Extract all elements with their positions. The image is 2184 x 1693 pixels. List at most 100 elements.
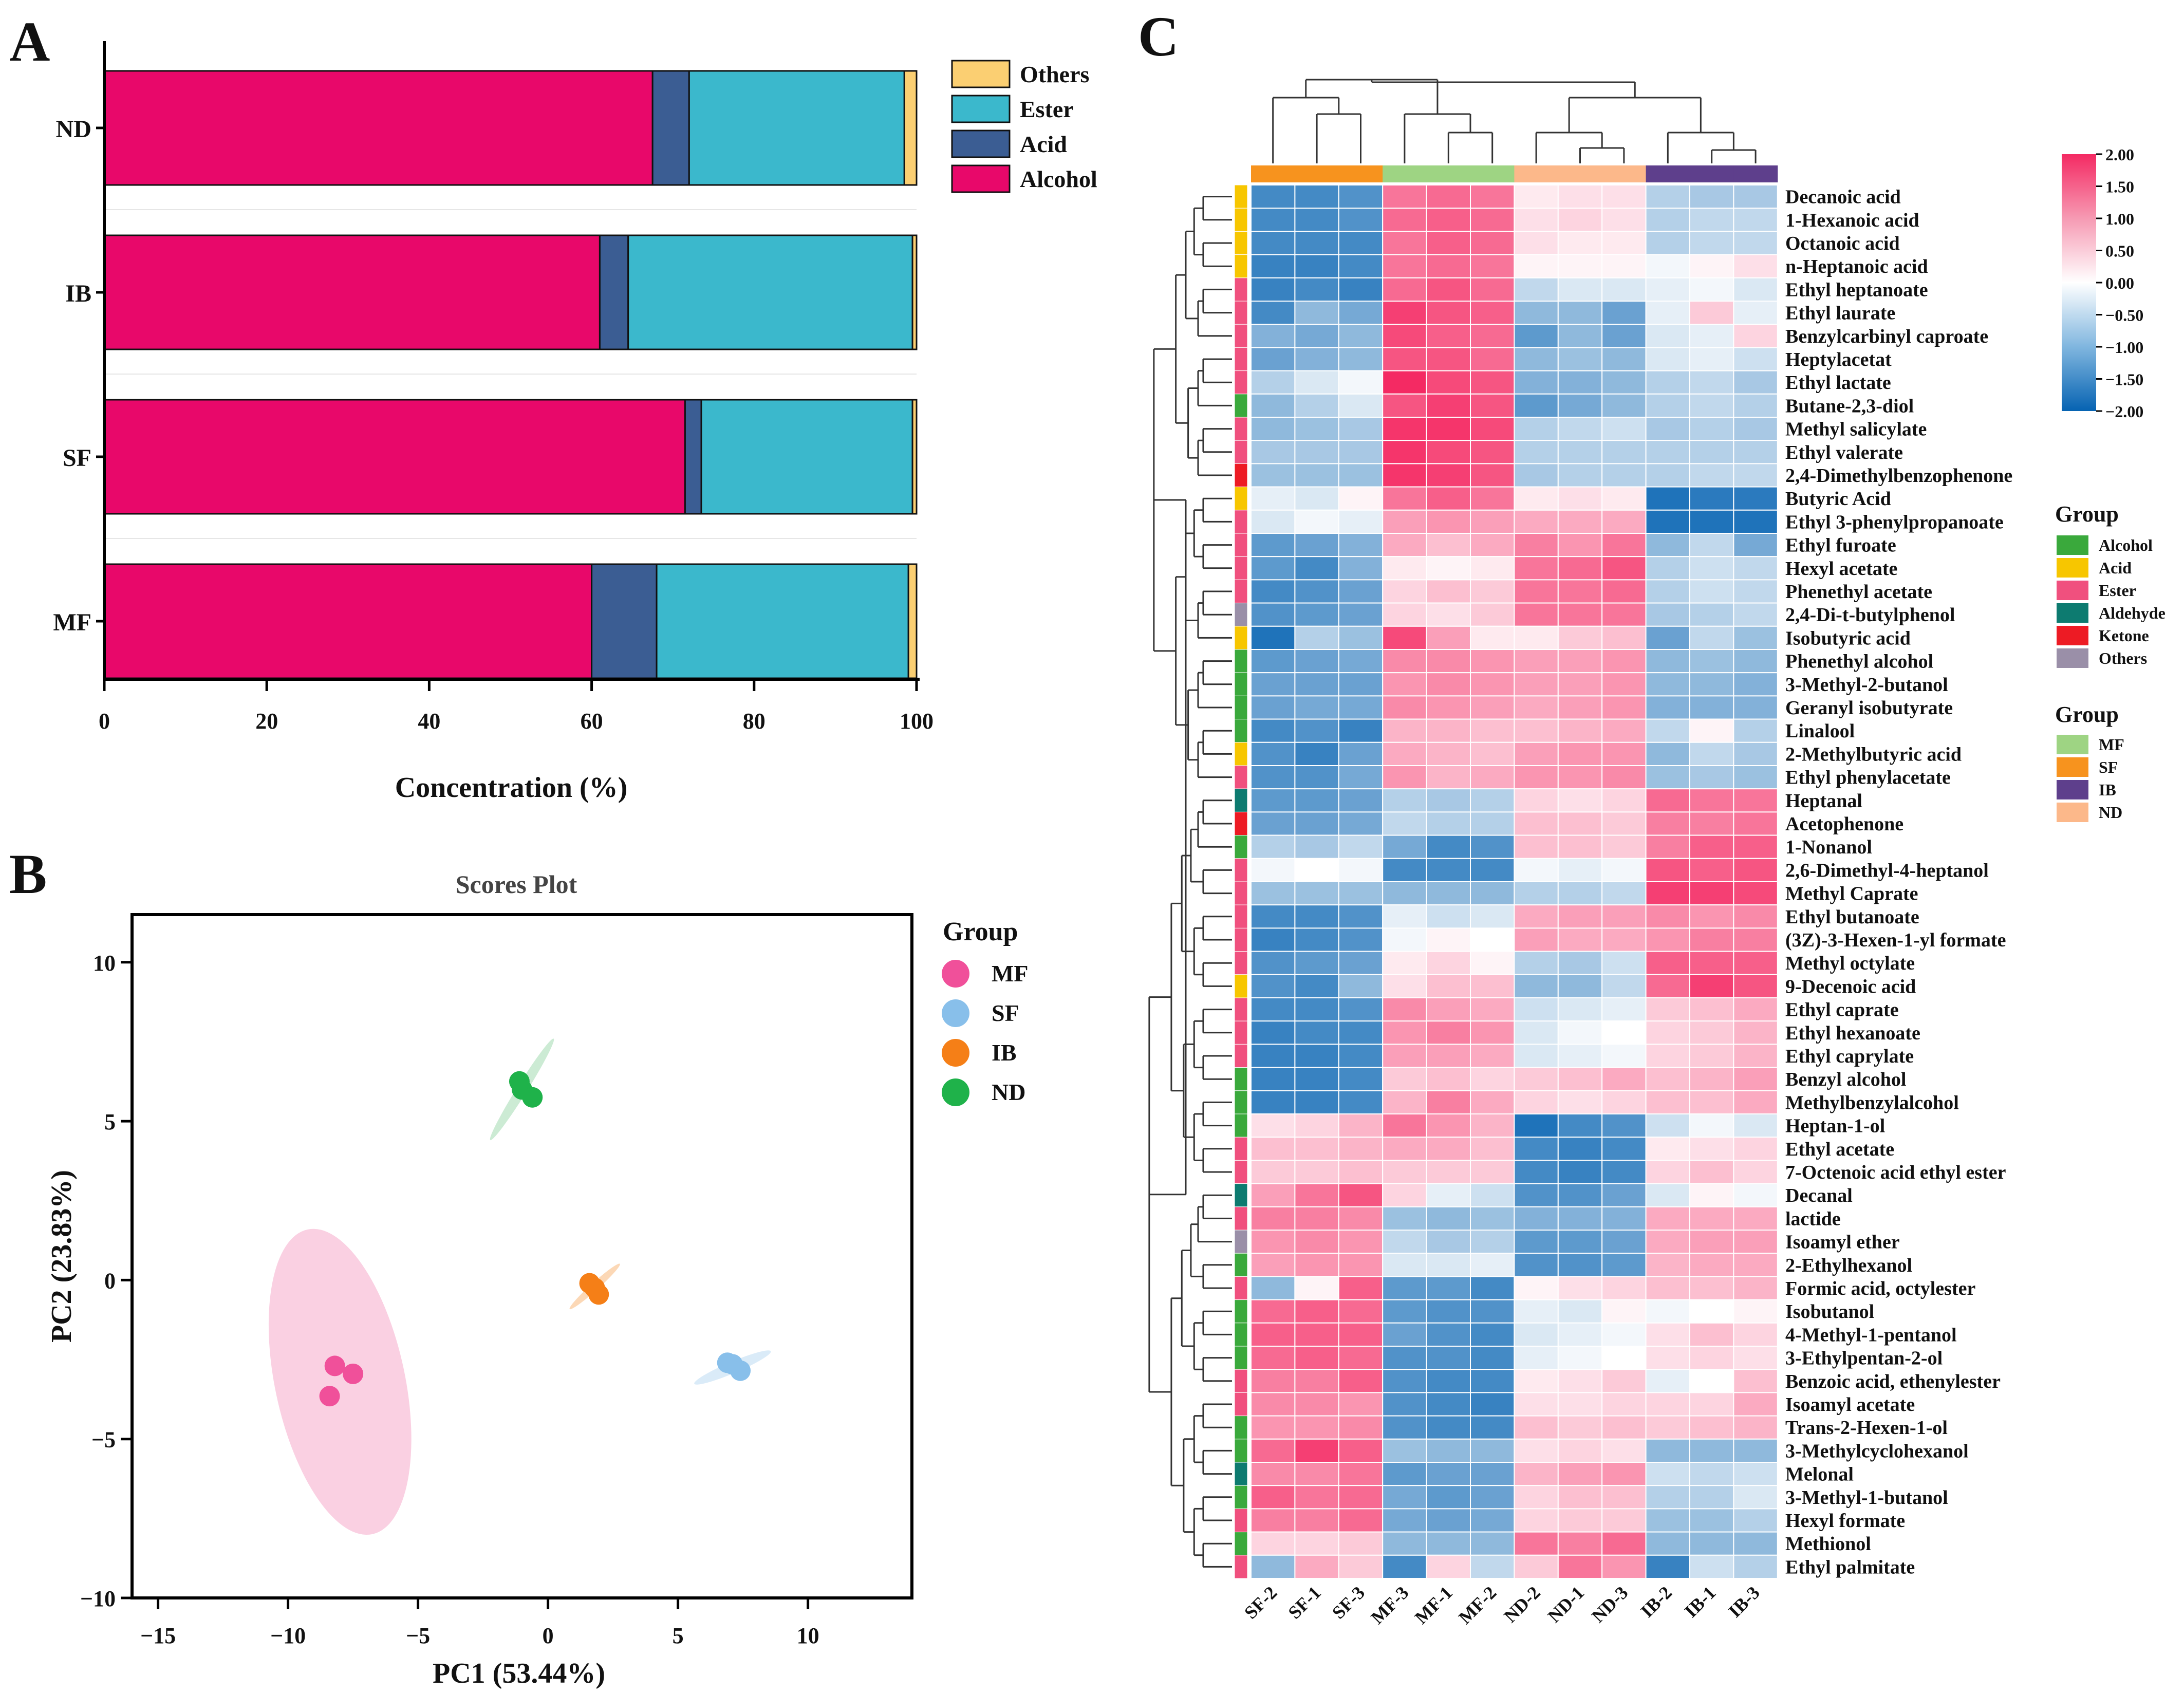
heat-cell	[1733, 1160, 1778, 1184]
row-label: Decanoic acid	[1785, 187, 1901, 208]
heat-cell	[1250, 1346, 1296, 1370]
heat-cell	[1514, 1253, 1559, 1277]
heat-cell	[1470, 1299, 1515, 1324]
heat-cell	[1294, 208, 1339, 232]
heat-cell	[1470, 440, 1515, 464]
heat-cell	[1426, 1276, 1471, 1300]
bar-mf-ester	[656, 563, 909, 679]
heat-cell	[1557, 440, 1603, 464]
class-bar-aldehyde	[1234, 1183, 1248, 1207]
heat-cell	[1601, 741, 1647, 767]
b-x-tick-label: 0	[543, 1623, 554, 1648]
class-bar-alcohol	[1234, 649, 1248, 673]
heat-cell	[1645, 1415, 1691, 1440]
heat-cell	[1426, 1183, 1471, 1207]
heat-cell	[1426, 672, 1471, 697]
row-label: 3-Ethylpentan-2-ol	[1785, 1348, 1943, 1369]
heat-cell	[1733, 370, 1778, 395]
heat-cell	[1601, 1044, 1647, 1068]
heat-cell	[1338, 1044, 1384, 1068]
sample-legend-swatch-ib	[2057, 780, 2088, 799]
a-x-tick-label: 100	[900, 709, 934, 734]
heat-cell	[1645, 625, 1691, 650]
heat-cell	[1689, 1531, 1734, 1556]
heat-cell	[1601, 184, 1647, 209]
b-point-nd	[522, 1087, 543, 1108]
heat-cell	[1294, 1299, 1339, 1324]
class-bar-alcohol	[1234, 1439, 1248, 1463]
heat-cell	[1338, 301, 1384, 325]
heat-cell	[1250, 254, 1296, 278]
row-label: Isoamyl acetate	[1785, 1394, 1915, 1416]
column-label: IB-1	[1681, 1582, 1720, 1621]
heat-cell	[1382, 1392, 1427, 1417]
heat-cell	[1557, 672, 1603, 697]
heat-cell	[1645, 927, 1691, 952]
b-legend-label-ib: IB	[992, 1039, 1017, 1066]
heat-cell	[1470, 625, 1515, 650]
heat-cell	[1557, 718, 1603, 743]
row-label: 4-Methyl-1-pentanol	[1785, 1324, 1957, 1346]
heat-cell	[1294, 440, 1339, 464]
heat-cell	[1514, 301, 1559, 325]
heat-cell	[1294, 1462, 1339, 1486]
heat-cell	[1294, 1346, 1339, 1370]
bar-ib-others	[911, 234, 918, 350]
heat-cell	[1689, 579, 1734, 604]
heat-cell	[1250, 486, 1296, 511]
heat-cell	[1382, 1485, 1427, 1510]
heat-cell	[1382, 951, 1427, 975]
heat-cell	[1338, 1346, 1384, 1370]
heat-cell	[1338, 904, 1384, 929]
row-label: Melonal	[1785, 1464, 1854, 1485]
heat-cell	[1514, 858, 1559, 883]
heat-cell	[1733, 393, 1778, 418]
heat-cell	[1601, 788, 1647, 813]
row-label: Phenethyl acetate	[1785, 581, 1932, 603]
a-category-label: IB	[65, 280, 91, 307]
colorbar-tick-label: 2.00	[2105, 145, 2134, 164]
b-legend-marker-ib	[942, 1039, 969, 1067]
class-legend-swatch-aldehyde	[2057, 603, 2088, 623]
row-label: Isoamyl ether	[1785, 1232, 1900, 1253]
heat-cell	[1689, 208, 1734, 232]
row-label: Octanoic acid	[1785, 233, 1900, 254]
heat-cell	[1294, 1508, 1339, 1533]
heat-cell	[1382, 1067, 1427, 1091]
heat-cell	[1689, 1137, 1734, 1161]
a-category-label: MF	[53, 609, 91, 636]
row-label: Ethyl caprylate	[1785, 1046, 1914, 1067]
heat-cell	[1338, 1020, 1384, 1045]
class-bar-ester	[1234, 277, 1248, 302]
sample-legend-label-mf: MF	[2099, 735, 2124, 754]
heat-cell	[1382, 1554, 1427, 1579]
heat-cell	[1426, 1299, 1471, 1324]
heat-cell	[1514, 974, 1559, 999]
class-legend-swatch-alcohol	[2057, 535, 2088, 555]
heat-cell	[1470, 1183, 1515, 1207]
heat-cell	[1557, 556, 1603, 581]
heat-cell	[1733, 834, 1778, 859]
heat-cell	[1601, 370, 1647, 395]
heat-cell	[1426, 974, 1471, 999]
heat-cell	[1733, 649, 1778, 674]
heat-cell	[1645, 1113, 1691, 1138]
heat-cell	[1645, 1206, 1691, 1231]
heat-cell	[1338, 997, 1384, 1022]
heat-cell	[1426, 741, 1471, 767]
bar-sf-ester	[700, 399, 913, 515]
bar-nd-alcohol	[103, 70, 654, 186]
heat-cell	[1733, 417, 1778, 441]
heat-cell	[1557, 1392, 1603, 1417]
b-legend-marker-sf	[942, 999, 969, 1027]
heat-cell	[1601, 1206, 1647, 1231]
row-label: Ethyl palmitate	[1785, 1556, 1915, 1578]
heat-cell	[1689, 556, 1734, 581]
heat-cell	[1733, 1322, 1778, 1347]
heat-cell	[1426, 1322, 1471, 1347]
heat-cell	[1294, 1392, 1339, 1417]
heat-cell	[1426, 904, 1471, 929]
heat-cell	[1294, 858, 1339, 883]
bar-nd-ester	[688, 70, 905, 186]
column-label: SF-1	[1284, 1582, 1325, 1623]
